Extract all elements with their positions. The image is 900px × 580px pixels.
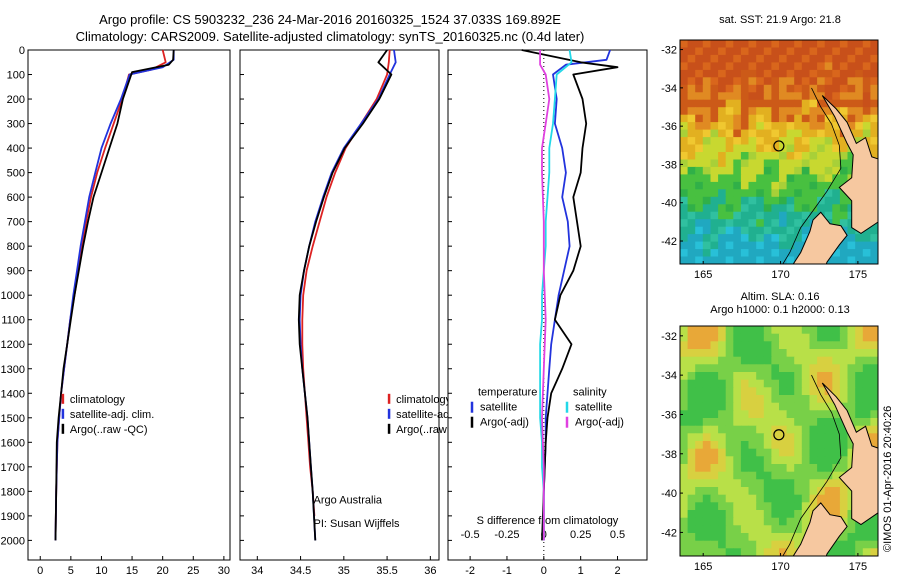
map-y-tick-label: -36 — [661, 121, 677, 133]
depth-tick-label: 1500 — [1, 413, 25, 425]
salinity-x-tick-label: 34.5 — [290, 565, 311, 577]
sst_map-frame — [679, 39, 879, 265]
temperature-x-tick-label: 30 — [218, 565, 230, 577]
difference-series-line — [539, 50, 551, 541]
south-island-land — [792, 211, 848, 264]
salinity-diff-tick-label: -0.25 — [494, 529, 519, 541]
temperature-x-tick-label: 25 — [187, 565, 199, 577]
salinity-series-line — [297, 49, 393, 541]
legend-label: satellite — [575, 402, 612, 414]
legend-label: satellite — [480, 402, 517, 414]
temperature-x-tick-label: 0 — [37, 565, 43, 577]
salinity-plot-frame — [239, 49, 440, 561]
profile-location-marker — [773, 429, 785, 441]
depth-tick-label: 2000 — [1, 535, 25, 547]
map-x-tick-label: 175 — [849, 561, 867, 573]
sla-map-title-line1: Altim. SLA: 0.16 — [740, 291, 820, 303]
annotation-text: PI: Susan Wijffels — [314, 518, 400, 530]
depth-tick-label: 900 — [7, 266, 25, 278]
legend-label: Argo(-adj) — [575, 417, 624, 429]
south-island-land — [792, 502, 848, 556]
sst_map-field — [680, 40, 878, 264]
legend-label: climatology — [70, 394, 126, 406]
depth-tick-label: 1000 — [1, 290, 25, 302]
map-y-tick-label: -42 — [661, 236, 677, 248]
map-y-tick-label: -38 — [661, 159, 677, 171]
difference-x-tick-label: 1 — [578, 565, 584, 577]
bathymetry-contour — [782, 374, 842, 556]
depth-tick-label: 700 — [7, 217, 25, 229]
legend-label: Argo(-adj) — [480, 417, 529, 429]
map-x-tick-label: 170 — [771, 269, 789, 281]
map-x-tick-label: 170 — [771, 561, 789, 573]
figure-title-line2: Climatology: CARS2009. Satellite-adjuste… — [75, 29, 585, 44]
salinity-diff-tick-label: -0.5 — [461, 529, 480, 541]
legend-label: satellite-adj. clim. — [70, 409, 154, 421]
map-y-tick-label: -34 — [661, 370, 677, 382]
map-x-tick-label: 175 — [849, 269, 867, 281]
bathymetry-contour — [782, 87, 842, 264]
difference-series-line — [542, 49, 611, 541]
map-y-tick-label: -40 — [661, 488, 677, 500]
depth-tick-label: 200 — [7, 94, 25, 106]
salinity-x-tick-label: 34 — [251, 565, 263, 577]
difference-x-tick-label: 2 — [614, 565, 620, 577]
legend-header: salinity — [573, 387, 607, 399]
map-y-tick-label: -34 — [661, 83, 677, 95]
annotation-text: Argo Australia — [314, 495, 383, 507]
salinity-x-tick-label: 35 — [338, 565, 350, 577]
depth-tick-label: 300 — [7, 119, 25, 131]
legend-label: climatology — [396, 394, 452, 406]
temperature-x-tick-label: 15 — [126, 565, 138, 577]
depth-tick-label: 1800 — [1, 486, 25, 498]
difference-x-tick-label: -2 — [465, 565, 475, 577]
salinity-diff-axis-label: S difference from climatology — [477, 515, 619, 527]
depth-tick-label: 0 — [19, 45, 25, 57]
temperature-series-line — [54, 49, 175, 541]
difference-x-tick-label: 0 — [541, 565, 547, 577]
figure-title-line1: Argo profile: CS 5903232_236 24-Mar-2016… — [99, 12, 561, 27]
depth-tick-label: 1700 — [1, 462, 25, 474]
difference-x-tick-label: -1 — [502, 565, 512, 577]
depth-tick-label: 1600 — [1, 437, 25, 449]
salinity-x-tick-label: 35.5 — [376, 565, 397, 577]
map-x-tick-label: 165 — [694, 561, 712, 573]
sla_map-frame — [679, 325, 879, 557]
legend-label: Argo(..raw -QC) — [70, 424, 148, 436]
salinity-diff-tick-label: 0.5 — [610, 529, 625, 541]
north-island-land — [821, 382, 878, 526]
salinity-diff-tick-label: 0.25 — [570, 529, 591, 541]
map-x-tick-label: 165 — [694, 269, 712, 281]
depth-tick-label: 1200 — [1, 339, 25, 351]
depth-tick-label: 600 — [7, 192, 25, 204]
difference-series-line — [521, 49, 619, 541]
salinity-x-tick-label: 36 — [424, 565, 436, 577]
sst-map-title: sat. SST: 21.9 Argo: 21.8 — [719, 14, 841, 26]
map-y-tick-label: -32 — [661, 331, 677, 343]
difference-plot-frame — [447, 49, 648, 561]
map-y-tick-label: -42 — [661, 527, 677, 539]
sla-map-title-line2: Argo h1000: 0.1 h2000: 0.13 — [710, 304, 850, 316]
legend-header: temperature — [478, 387, 537, 399]
temperature-x-tick-label: 5 — [68, 565, 74, 577]
depth-tick-label: 500 — [7, 168, 25, 180]
depth-tick-label: 100 — [7, 70, 25, 82]
depth-tick-label: 400 — [7, 143, 25, 155]
map-y-tick-label: -38 — [661, 449, 677, 461]
sla_map-field — [680, 326, 878, 556]
map-y-tick-label: -32 — [661, 45, 677, 57]
depth-tick-label: 1900 — [1, 511, 25, 523]
north-island-land — [821, 95, 878, 234]
profile-location-marker — [773, 140, 785, 152]
temperature-x-tick-label: 10 — [95, 565, 107, 577]
temperature-x-tick-label: 20 — [157, 565, 169, 577]
depth-tick-label: 1100 — [1, 315, 25, 327]
map-y-tick-label: -36 — [661, 409, 677, 421]
depth-tick-label: 800 — [7, 241, 25, 253]
map-y-tick-label: -40 — [661, 198, 677, 210]
depth-tick-label: 1400 — [1, 388, 25, 400]
temperature-plot-frame — [27, 49, 231, 561]
depth-tick-label: 1300 — [1, 364, 25, 376]
